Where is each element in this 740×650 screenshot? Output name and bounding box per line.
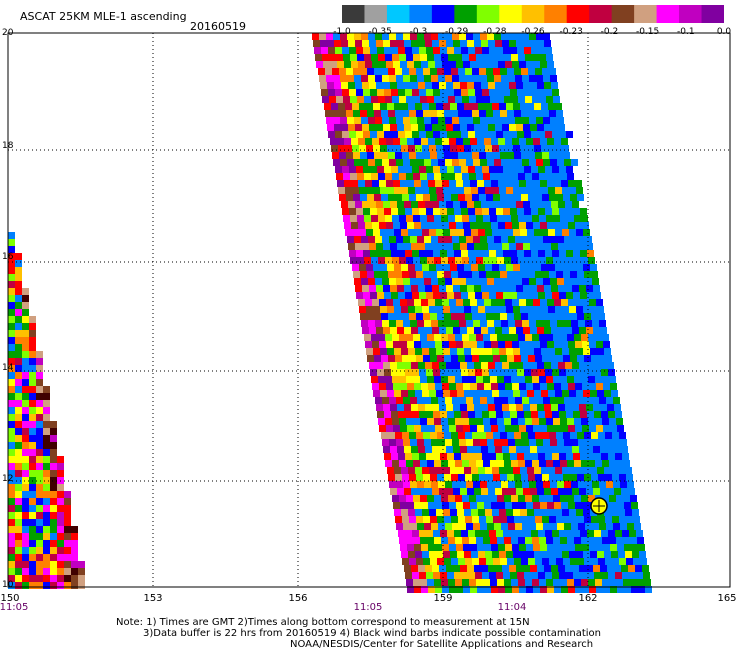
lon-label-159: 159 <box>433 593 453 604</box>
lon-label-150: 150 <box>0 593 20 604</box>
colorbar-label: -0.15 <box>635 27 660 37</box>
colorbar-label: 0.0 <box>716 27 732 37</box>
colorbar-swatch <box>611 5 635 23</box>
colorbar <box>342 5 724 23</box>
colorbar-swatch <box>499 5 523 23</box>
lon-label-156: 156 <box>288 593 308 604</box>
wind-barb-marker <box>590 497 608 515</box>
colorbar-label: -0.28 <box>483 27 507 37</box>
colorbar-swatch <box>656 5 680 23</box>
map-date: 20160519 <box>190 20 246 33</box>
lat-label-12: 12 <box>2 474 14 484</box>
footer-credit: NOAA/NESDIS/Center for Satellite Applica… <box>290 639 594 650</box>
colorbar-label: -0.26 <box>521 27 545 37</box>
lat-label-16: 16 <box>2 252 14 262</box>
colorbar-swatch <box>476 5 500 23</box>
colorbar-swatch <box>364 5 388 23</box>
lat-label-14: 14 <box>2 363 14 373</box>
colorbar-swatch <box>566 5 590 23</box>
lon-label-153: 153 <box>143 593 163 604</box>
footer-note-2: 3)Data buffer is 22 hrs from 20160519 4)… <box>143 628 601 639</box>
colorbar-label: -0.29 <box>444 27 469 37</box>
colorbar-label: -1.0 <box>333 27 351 37</box>
colorbar-swatch <box>634 5 658 23</box>
lat-label-10: 10 <box>2 580 14 590</box>
plot-frame <box>7 32 731 588</box>
colorbar-swatch <box>589 5 613 23</box>
colorbar-swatch <box>544 5 568 23</box>
colorbar-swatch <box>701 5 724 23</box>
colorbar-swatch <box>386 5 410 23</box>
colorbar-swatch <box>454 5 478 23</box>
lat-lon-grid <box>8 33 730 587</box>
colorbar-swatch <box>342 5 365 23</box>
colorbar-swatch <box>409 5 433 23</box>
colorbar-swatch <box>679 5 703 23</box>
colorbar-label: -0.35 <box>368 27 392 37</box>
lat-label-20: 20 <box>2 28 14 38</box>
time-label-left: 11:05 <box>0 602 29 613</box>
footer-note-1: Note: 1) Times are GMT 2)Times along bot… <box>116 617 530 628</box>
time-label-mid: 11:05 <box>353 602 383 613</box>
time-label-right: 11:04 <box>497 602 527 613</box>
lat-label-18: 18 <box>2 141 14 151</box>
wind-swaths <box>8 33 652 593</box>
lon-label-162: 162 <box>578 593 598 604</box>
colorbar-swatch <box>431 5 455 23</box>
colorbar-swatch <box>521 5 545 23</box>
colorbar-label: -0.23 <box>559 27 583 37</box>
colorbar-label: -0.1 <box>677 27 695 37</box>
map-title: ASCAT 25KM MLE-1 ascending <box>20 10 187 23</box>
colorbar-label: -0.2 <box>600 27 619 37</box>
colorbar-label: -0.3 <box>409 27 428 37</box>
lon-label-165: 165 <box>717 593 737 604</box>
